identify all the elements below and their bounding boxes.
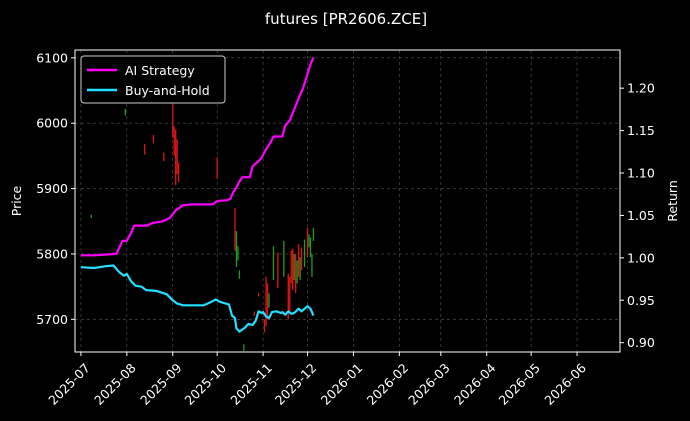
chart-title: futures [PR2606.ZCE] <box>265 10 427 28</box>
y2-tick-label: 1.20 <box>627 81 655 96</box>
series-lines-layer <box>80 57 315 333</box>
y-tick-label: 6000 <box>36 116 68 131</box>
y2-axis-title: Return <box>665 180 680 221</box>
y2-tick-label: 0.95 <box>627 293 655 308</box>
y2-tick-label: 1.10 <box>627 166 655 181</box>
legend-label-ai-strategy: AI Strategy <box>125 63 195 78</box>
y-axis-right: 0.90 0.95 1.00 1.05 1.10 1.15 1.20 <box>620 81 655 350</box>
y2-tick-label: 1.05 <box>627 208 655 223</box>
y-axis-title: Price <box>9 185 24 216</box>
y2-tick-label: 0.90 <box>627 335 655 350</box>
candlestick-layer <box>90 103 315 351</box>
y-tick-label: 5800 <box>36 246 68 261</box>
plot-frame <box>74 49 621 353</box>
y2-tick-label: 1.15 <box>627 123 655 138</box>
y-tick-label: 6100 <box>36 50 68 65</box>
y-tick-label: 5900 <box>36 181 68 196</box>
legend-label-buy-and-hold: Buy-and-Hold <box>125 83 210 98</box>
series-line-buy-and-hold <box>80 264 315 333</box>
legend: AI Strategy Buy-and-Hold <box>80 55 226 104</box>
series-line-ai-strategy <box>80 57 315 257</box>
y-tick-label: 5700 <box>36 312 68 327</box>
y-axis-left: 5700 5800 5900 6000 6100 <box>36 50 75 327</box>
y2-tick-label: 1.00 <box>627 250 655 265</box>
